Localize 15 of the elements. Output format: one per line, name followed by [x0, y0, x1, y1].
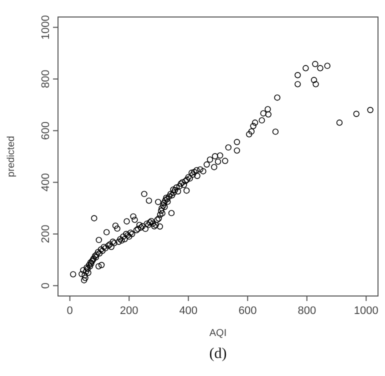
x-tick-label: 200 — [120, 305, 138, 317]
y-tick-label: 600 — [40, 121, 52, 140]
x-tick-label: 400 — [179, 305, 198, 317]
x-tick-label: 600 — [238, 305, 257, 317]
y-tick-label: 800 — [40, 70, 52, 88]
x-axis-title: AQI — [209, 328, 227, 339]
x-tick-label: 0 — [66, 305, 73, 317]
text: (d) — [209, 346, 227, 362]
y-tick-label: 0 — [40, 282, 52, 289]
y-axis-title: predicted — [6, 136, 17, 178]
y-tick-label: 1000 — [40, 15, 52, 40]
y-tick-label: 400 — [40, 173, 52, 192]
x-tick-label: 800 — [298, 305, 316, 317]
y-tick-label: 200 — [40, 224, 52, 244]
x-tick-label: 1000 — [354, 305, 378, 317]
